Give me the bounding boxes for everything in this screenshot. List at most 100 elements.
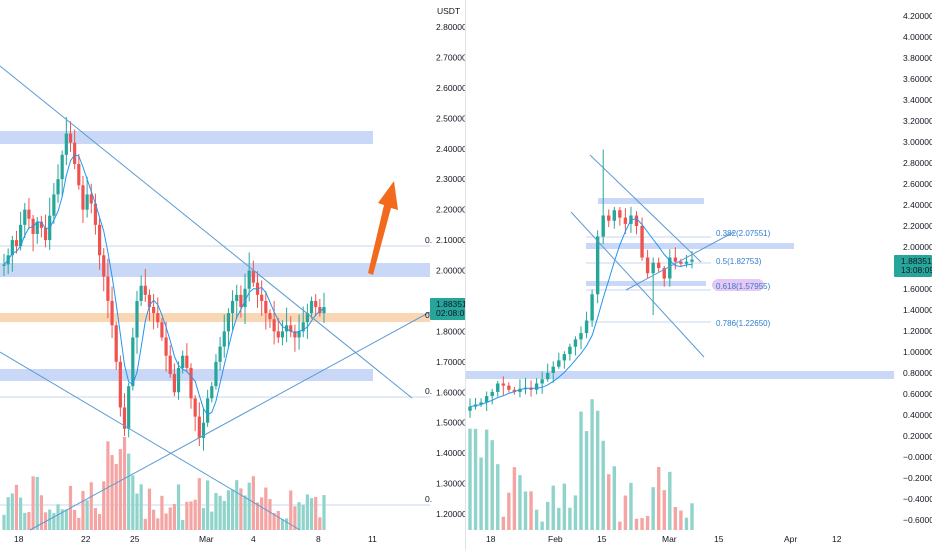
candle-body — [2, 264, 6, 266]
last-price-value: 1.88351 — [436, 299, 466, 309]
candle-body — [206, 398, 210, 423]
price-tick-label: 4.00000 — [903, 32, 932, 42]
volume-bar — [272, 513, 276, 530]
fib-label-highlight — [712, 279, 764, 291]
candle-body — [230, 300, 235, 314]
price-tick-label: 1.40000 — [436, 448, 466, 458]
volume-bar — [309, 498, 314, 530]
volume-bar — [501, 516, 505, 530]
candle-body — [618, 210, 622, 218]
left-price-chart[interactable]: USDT 2.80000 2.70000 2.60000 2.50000 2.40000 2… — [0, 0, 466, 550]
candle-body — [293, 331, 297, 338]
price-tick-label: 1.00000 — [903, 347, 932, 357]
time-tick-label: 15 — [714, 534, 724, 544]
price-tick-label: 2.40000 — [436, 144, 466, 154]
volume-bar — [110, 455, 114, 530]
volume-bar — [551, 485, 555, 530]
price-tick-label: 2.60000 — [436, 83, 466, 93]
volume-bar — [147, 488, 152, 530]
right-price-chart[interactable]: 0.382(2.07551) 0.5(1.82753) 0.618(1.57955)… — [466, 0, 932, 550]
volume-bar — [81, 490, 85, 530]
candle-body — [309, 300, 314, 314]
candle-body — [214, 361, 218, 387]
price-tick-label: 3.40000 — [903, 95, 932, 105]
fib-marker: 0. — [425, 494, 432, 504]
volume-bar — [156, 518, 160, 530]
volume-bar — [668, 471, 672, 530]
volume-bar — [314, 497, 318, 530]
volume-bar — [595, 410, 600, 530]
volume-bar — [52, 513, 56, 530]
price-tick-label: 1.20000 — [903, 326, 932, 336]
volume-bar — [618, 521, 622, 530]
candle-body — [684, 261, 689, 264]
volume-bar — [568, 507, 572, 530]
price-tick-label: 4.20000 — [903, 11, 932, 21]
price-tick-label: 2.50000 — [436, 113, 466, 123]
volume-bar — [289, 490, 293, 530]
candle-body — [39, 221, 44, 228]
volume-bar — [118, 449, 122, 530]
candle-body — [218, 346, 222, 362]
fib-marker: 0. — [425, 386, 432, 396]
volume-bar — [56, 504, 60, 530]
volume-bar — [102, 481, 106, 530]
volume-bar — [490, 440, 494, 530]
candle-body — [143, 285, 147, 295]
volume-bar — [239, 488, 243, 530]
candle-body — [64, 133, 68, 155]
volume-bar — [280, 519, 285, 530]
candle-body — [118, 361, 122, 408]
volume-bar — [206, 480, 210, 530]
volume-bar — [468, 428, 472, 530]
resistance-zone — [0, 131, 373, 144]
volume-bar — [60, 509, 64, 530]
candle-body — [595, 236, 600, 295]
candle-body — [135, 300, 139, 338]
candle-body — [114, 325, 118, 362]
candle-body — [490, 391, 494, 397]
volume-bar — [264, 487, 268, 530]
volume-bar — [251, 476, 255, 530]
price-tick-label: 3.00000 — [903, 137, 932, 147]
fib-level-label: 0.618(1.57955) — [716, 282, 771, 291]
candle-body — [623, 217, 628, 224]
candle-body — [152, 307, 156, 314]
time-tick-label: Apr — [784, 534, 797, 544]
volume-bar — [301, 504, 305, 530]
left-chart-panel[interactable]: USDT 2.80000 2.70000 2.60000 2.50000 2.40000 2… — [0, 0, 466, 550]
volume-bar — [23, 512, 27, 530]
pivot-zone — [0, 313, 430, 322]
volume-bar — [106, 441, 110, 530]
fib-zone-382 — [586, 243, 794, 249]
time-tick-label: 12 — [832, 534, 842, 544]
candle-body — [77, 163, 81, 186]
volume-bar — [690, 503, 694, 530]
volume-bar — [64, 509, 68, 530]
volume-bar — [590, 399, 594, 530]
price-tick-label: 1.70000 — [436, 357, 466, 367]
candle-body — [679, 261, 683, 264]
volume-bar — [518, 475, 522, 530]
right-chart-panel[interactable]: 0.382(2.07551) 0.5(1.82753) 0.618(1.57955)… — [466, 0, 932, 550]
candle-body — [27, 209, 31, 219]
price-tick-label: 0.20000 — [903, 431, 932, 441]
volume-bar — [114, 463, 118, 530]
candle-body — [551, 366, 555, 373]
volume-bar — [284, 518, 289, 530]
candle-body — [156, 313, 160, 323]
candle-body — [264, 300, 268, 314]
price-tick-label: 1.20000 — [436, 509, 466, 519]
price-tick-label: −0.00000 — [903, 452, 932, 462]
volume-bar — [529, 491, 533, 530]
candle-body — [568, 346, 572, 355]
candle-body — [93, 203, 98, 225]
candle-body — [251, 270, 255, 283]
fib-marker: 0. — [425, 310, 432, 320]
candle-body — [176, 367, 181, 393]
volume-bar — [172, 503, 176, 530]
volume-bar — [19, 497, 23, 530]
candle-body — [222, 331, 226, 347]
volume-bar — [89, 482, 93, 530]
moving-average-line — [469, 217, 693, 408]
